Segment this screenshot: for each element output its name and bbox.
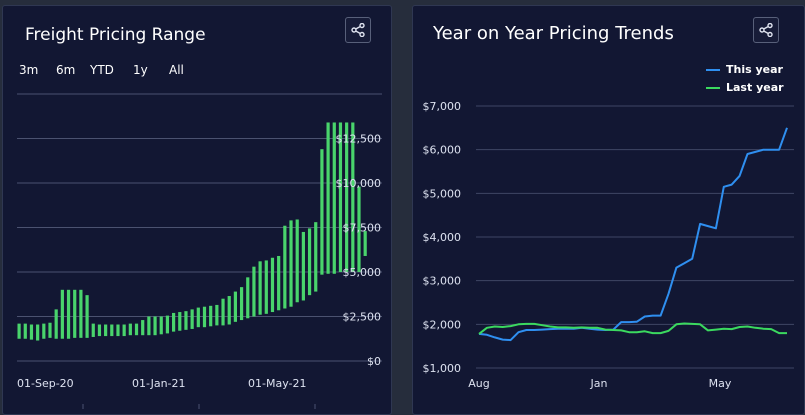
range-bar bbox=[252, 266, 256, 317]
range-bar bbox=[159, 316, 163, 335]
range-bar bbox=[363, 231, 367, 256]
x-tick-label: 01-Jan-21 bbox=[132, 377, 186, 390]
range-bar bbox=[79, 289, 83, 338]
y-tick-label: $5,000 bbox=[343, 266, 382, 279]
range-bar bbox=[184, 311, 188, 330]
range-bar bbox=[320, 149, 324, 275]
range-ytd-button[interactable]: YTD bbox=[90, 63, 114, 77]
range-bar bbox=[153, 316, 157, 336]
range-bar bbox=[332, 122, 336, 274]
range-6m-button[interactable]: 6m bbox=[56, 63, 76, 77]
range-bar bbox=[110, 324, 114, 337]
range-bar bbox=[326, 122, 330, 274]
range-1y-button[interactable]: 1y bbox=[133, 63, 148, 77]
range-bar bbox=[301, 231, 305, 301]
range-bar bbox=[116, 324, 120, 337]
y-tick-label: $3,000 bbox=[423, 275, 462, 288]
range-bar bbox=[23, 323, 27, 339]
range-bar bbox=[54, 309, 58, 339]
y-tick-label: $7,500 bbox=[343, 222, 382, 235]
legend-this-year-swatch bbox=[706, 69, 720, 71]
range-bar bbox=[104, 324, 108, 337]
range-bar bbox=[48, 322, 52, 338]
range-bar bbox=[246, 277, 250, 319]
y-tick-label: $5,000 bbox=[423, 187, 462, 200]
range-bar bbox=[97, 324, 102, 337]
range-bar bbox=[221, 298, 225, 326]
range-bar bbox=[17, 323, 21, 339]
y-tick-label: $12,500 bbox=[336, 133, 382, 146]
range-bar bbox=[295, 219, 299, 303]
range-bar bbox=[190, 309, 194, 329]
range-bar bbox=[147, 316, 151, 336]
range-bar bbox=[239, 287, 244, 321]
range-bar bbox=[351, 122, 355, 272]
y-tick-label: $1,000 bbox=[423, 362, 462, 375]
y-tick-label: $10,000 bbox=[336, 177, 382, 190]
range-bar bbox=[66, 289, 71, 339]
freight-pricing-range-chart: $0 $2,500 $5,000 $7,500 $10,000 $12,500 01-Sep… bbox=[17, 93, 382, 409]
year-on-year-trends-chart: $1,000 $2,000 $3,000 $4,000 $5,000 $6,000 $7,0… bbox=[423, 100, 794, 390]
range-bar bbox=[29, 324, 34, 340]
range-bar bbox=[128, 323, 132, 336]
year-on-year-trends-panel: Year on Year Pricing Trends This year La… bbox=[412, 5, 805, 415]
range-bar bbox=[258, 261, 262, 315]
legend-this-year-label: This year bbox=[726, 63, 783, 76]
y-tick-label: $4,000 bbox=[423, 231, 462, 244]
freight-pricing-range-title: Freight Pricing Range bbox=[25, 25, 206, 45]
year-on-year-trends-title: Year on Year Pricing Trends bbox=[433, 23, 674, 44]
range-bar bbox=[202, 306, 207, 328]
x-tick-label: Jan bbox=[590, 377, 608, 390]
range-bar bbox=[165, 315, 170, 334]
range-bar bbox=[338, 122, 343, 272]
x-tick-label: 01-May-21 bbox=[248, 377, 306, 390]
range-bar bbox=[60, 289, 64, 339]
range-bar bbox=[227, 296, 231, 325]
legend-last-year[interactable]: Last year bbox=[706, 81, 784, 94]
this-year-line bbox=[478, 127, 788, 342]
range-3m-button[interactable]: 3m bbox=[19, 63, 39, 77]
freight-pricing-range-panel: Freight Pricing Range 3m 6m YTD 1y All $… bbox=[2, 5, 392, 415]
range-bar bbox=[196, 307, 200, 328]
y-tick-label: $7,000 bbox=[423, 100, 462, 113]
range-bar bbox=[215, 304, 219, 326]
range-bar bbox=[172, 312, 176, 332]
range-bar bbox=[209, 305, 213, 327]
share-button-left[interactable] bbox=[345, 17, 371, 43]
range-bar bbox=[91, 323, 95, 337]
range-bar bbox=[289, 220, 293, 307]
range-bar bbox=[178, 312, 182, 331]
y-tick-label: $2,000 bbox=[423, 318, 462, 331]
range-bar bbox=[134, 323, 139, 336]
range-bar bbox=[283, 225, 287, 309]
range-bar bbox=[42, 323, 46, 339]
legend-last-year-label: Last year bbox=[726, 81, 784, 94]
range-bar bbox=[233, 291, 237, 322]
x-tick-label: Aug bbox=[468, 377, 489, 390]
range-bar bbox=[345, 122, 349, 272]
x-tick-label: May bbox=[709, 377, 732, 390]
range-bar bbox=[264, 260, 268, 314]
range-bar bbox=[277, 255, 281, 311]
last-year-line bbox=[478, 322, 787, 335]
range-bar bbox=[270, 257, 275, 313]
range-bar bbox=[85, 295, 89, 338]
range-bar bbox=[141, 320, 145, 336]
range-bar bbox=[73, 289, 77, 338]
legend-last-year-swatch bbox=[706, 87, 720, 89]
range-bar bbox=[307, 228, 312, 296]
y-tick-label: $0 bbox=[367, 355, 381, 368]
range-all-button[interactable]: All bbox=[169, 63, 184, 77]
share-button-right[interactable] bbox=[753, 17, 779, 43]
range-bar bbox=[357, 186, 361, 272]
range-bar bbox=[314, 222, 318, 292]
legend-this-year[interactable]: This year bbox=[706, 63, 783, 76]
y-tick-label: $2,500 bbox=[343, 311, 382, 324]
y-tick-label: $6,000 bbox=[423, 144, 462, 157]
range-bar bbox=[36, 324, 40, 341]
x-tick-label: 01-Sep-20 bbox=[17, 377, 74, 390]
range-bar bbox=[122, 324, 126, 337]
